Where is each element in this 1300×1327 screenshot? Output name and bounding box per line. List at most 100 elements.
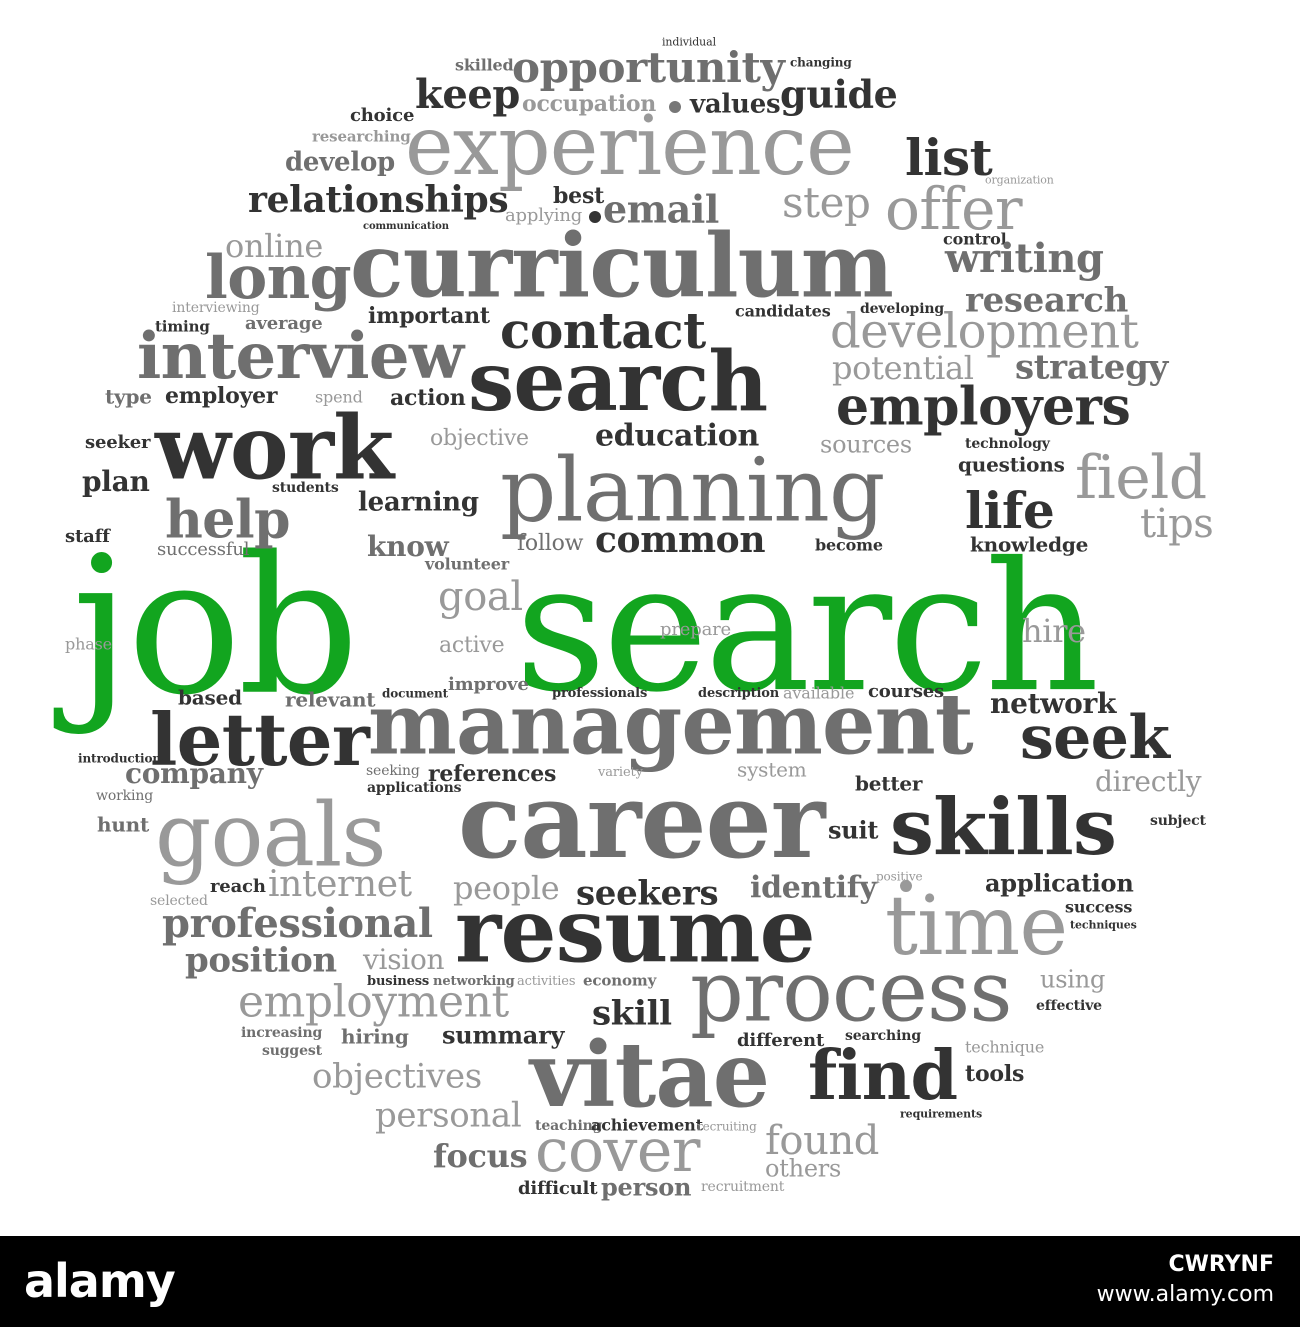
- cloud-word-123: effective: [1036, 998, 1102, 1015]
- cloud-word-104: identify: [750, 870, 877, 906]
- cloud-word-57: life: [965, 481, 1055, 540]
- cloud-word-80: network: [990, 687, 1117, 721]
- cloud-word-49: seeker: [85, 431, 151, 453]
- cloud-word-134: tools: [965, 1060, 1025, 1087]
- cloud-word-73: relevant: [285, 687, 376, 712]
- cloud-word-126: summary: [442, 1020, 565, 1050]
- cloud-word-36: search: [468, 334, 768, 431]
- hero-word-search: search: [515, 524, 1099, 732]
- image-reference: CWRYNF www.alamy.com: [1097, 1252, 1274, 1309]
- cloud-word-142: found: [765, 1117, 880, 1164]
- cloud-word-13: organization: [985, 173, 1054, 187]
- cloud-word-97: hunt: [97, 812, 150, 837]
- cloud-word-31: candidates: [735, 301, 831, 321]
- cloud-word-114: vision: [363, 943, 445, 977]
- cloud-word-66: volunteer: [425, 554, 510, 574]
- cloud-word-144: difficult: [518, 1177, 598, 1199]
- cloud-word-34: development: [830, 303, 1139, 360]
- cloud-word-19: offer: [885, 174, 1023, 243]
- cloud-word-65: know: [367, 530, 449, 564]
- brand-logo: alamy: [24, 1254, 176, 1308]
- cloud-word-109: success: [1065, 897, 1133, 917]
- cloud-word-112: time: [885, 879, 1068, 975]
- cloud-word-9: researching: [312, 127, 411, 146]
- cloud-word-16: applying: [505, 204, 583, 226]
- cloud-word-120: employment: [238, 976, 509, 1028]
- cloud-word-82: management: [368, 674, 974, 774]
- cloud-word-43: employers: [836, 376, 1131, 438]
- cloud-word-8: choice: [350, 104, 415, 126]
- cloud-word-45: objective: [430, 425, 529, 451]
- cloud-word-63: become: [815, 535, 883, 555]
- cloud-word-83: seek: [1020, 703, 1170, 774]
- cloud-word-127: different: [737, 1029, 825, 1051]
- cloud-word-0: individual: [662, 35, 716, 49]
- cloud-word-119: process: [690, 942, 1012, 1041]
- cloud-word-138: recruiting: [697, 1119, 757, 1134]
- cloud-word-53: questions: [958, 452, 1065, 477]
- cloud-word-141: cover: [535, 1116, 700, 1187]
- cloud-word-12: list: [905, 128, 993, 187]
- cloud-word-116: networking: [433, 973, 515, 989]
- cloud-word-113: position: [185, 940, 337, 981]
- cloud-word-60: successful: [157, 538, 250, 560]
- watermark-footer: alamy CWRYNF www.alamy.com: [0, 1236, 1300, 1327]
- decorative-dot: [900, 880, 912, 892]
- cloud-word-131: find: [808, 1035, 958, 1116]
- cloud-word-29: average: [245, 312, 323, 334]
- cloud-word-125: hiring: [341, 1024, 409, 1049]
- cloud-word-23: control: [943, 229, 1007, 249]
- cloud-word-47: sources: [820, 430, 912, 459]
- cloud-word-11: develop: [285, 147, 395, 178]
- cloud-word-4: keep: [415, 70, 520, 118]
- cloud-word-99: subject: [1150, 813, 1206, 830]
- cloud-word-118: economy: [583, 971, 657, 990]
- cloud-word-106: application: [985, 868, 1134, 898]
- cloud-word-85: company: [125, 757, 263, 791]
- site-url: www.alamy.com: [1096, 1282, 1274, 1308]
- cloud-word-22: curriculum: [350, 213, 894, 318]
- cloud-word-77: description: [698, 685, 780, 701]
- cloud-word-38: strategy: [1015, 347, 1168, 388]
- cloud-word-101: internet: [268, 863, 412, 905]
- cloud-word-67: goal: [438, 573, 523, 620]
- cloud-word-91: directly: [1095, 765, 1202, 799]
- cloud-word-90: better: [855, 771, 923, 796]
- cloud-word-54: students: [272, 480, 339, 497]
- word-cloud: job search individual skilled opportunity c…: [65, 35, 1214, 1202]
- cloud-word-87: references: [428, 760, 557, 787]
- decorative-dot: [589, 211, 601, 223]
- cloud-word-69: hire: [1022, 612, 1086, 651]
- cloud-word-94: career: [458, 758, 825, 882]
- cloud-word-100: reach: [210, 875, 266, 897]
- cloud-word-145: person: [601, 1172, 692, 1202]
- cloud-word-14: relationships: [248, 178, 509, 221]
- cloud-word-28: timing: [155, 317, 210, 336]
- cloud-word-122: using: [1040, 965, 1106, 994]
- cloud-word-62: common: [595, 518, 766, 561]
- decorative-dot: [669, 101, 681, 113]
- cloud-word-95: goals: [155, 783, 387, 887]
- cloud-word-107: selected: [150, 893, 208, 910]
- cloud-word-136: teaching: [535, 1118, 603, 1135]
- cloud-word-6: values: [690, 89, 781, 120]
- hero-word-job: job: [72, 515, 359, 737]
- cloud-word-48: technology: [965, 436, 1050, 453]
- cloud-word-128: searching: [845, 1028, 921, 1045]
- cloud-word-103: seekers: [576, 873, 719, 914]
- cloud-word-27: interviewing: [172, 300, 260, 317]
- cloud-word-42: action: [390, 384, 466, 411]
- cloud-word-93: working: [96, 788, 154, 805]
- cloud-word-96: skills: [890, 782, 1117, 874]
- cloud-word-26: research: [965, 280, 1128, 321]
- cloud-word-135: personal: [375, 1095, 522, 1136]
- cloud-word-115: business: [367, 973, 430, 989]
- cloud-word-2: opportunity: [512, 43, 785, 93]
- cloud-word-92: applications: [367, 780, 462, 797]
- cloud-word-3: changing: [790, 55, 852, 70]
- cloud-word-78: available: [783, 683, 855, 703]
- cloud-word-110: techniques: [1070, 918, 1137, 932]
- cloud-word-124: increasing: [241, 1025, 323, 1042]
- cloud-word-25: long: [205, 243, 352, 314]
- cloud-word-61: follow: [517, 530, 584, 556]
